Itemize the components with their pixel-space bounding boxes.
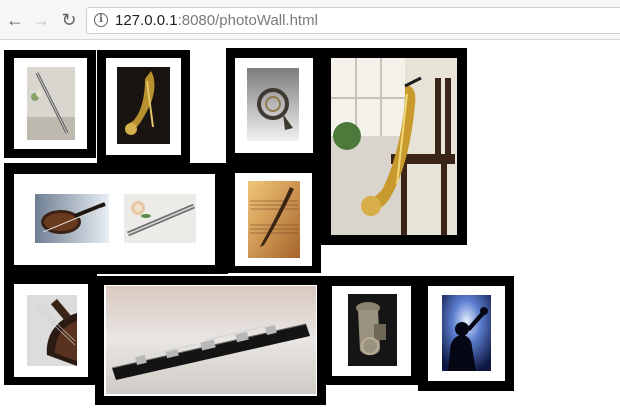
url-host: 127.0.0.1 — [115, 12, 178, 29]
flute-with-rose-icon — [124, 194, 196, 243]
photo-tile[interactable] — [4, 50, 96, 158]
violin-icon — [35, 194, 109, 243]
forward-button[interactable]: → — [30, 9, 52, 31]
arrow-right-icon: → — [32, 10, 50, 31]
tuba-icon — [348, 294, 397, 366]
flute-icon — [27, 67, 75, 140]
reload-icon: ↻ — [61, 10, 76, 31]
clarinet-icon — [106, 286, 316, 394]
arrow-left-icon: ← — [6, 10, 24, 31]
photo-tile[interactable] — [322, 276, 420, 385]
photo-tile[interactable] — [4, 163, 228, 274]
back-button[interactable]: ← — [4, 9, 26, 31]
photo-tile[interactable] — [95, 276, 326, 405]
photo-tile[interactable] — [226, 48, 324, 161]
saxophone-icon — [117, 67, 170, 144]
url-path: :8080/photoWall.html — [178, 12, 318, 29]
cello-icon — [27, 295, 77, 366]
photo-tile[interactable] — [4, 273, 97, 385]
address-bar[interactable]: i 127.0.0.1:8080/photoWall.html — [86, 7, 620, 34]
photo-tile[interactable] — [226, 161, 321, 273]
url-text[interactable]: 127.0.0.1:8080/photoWall.html — [115, 12, 318, 30]
trumpet-player-icon — [442, 295, 491, 371]
photo-tile[interactable] — [97, 50, 190, 163]
photo-tile[interactable] — [418, 276, 514, 391]
reload-button[interactable]: ↻ — [58, 9, 80, 31]
sheet-music-quill-icon — [248, 181, 300, 258]
info-icon[interactable]: i — [94, 13, 108, 27]
french-horn-icon — [247, 68, 299, 141]
browser-toolbar: ← → ↻ i 127.0.0.1:8080/photoWall.html — [0, 0, 620, 40]
photo-tile[interactable] — [317, 48, 467, 245]
saxophone-on-chair-icon — [331, 58, 457, 235]
